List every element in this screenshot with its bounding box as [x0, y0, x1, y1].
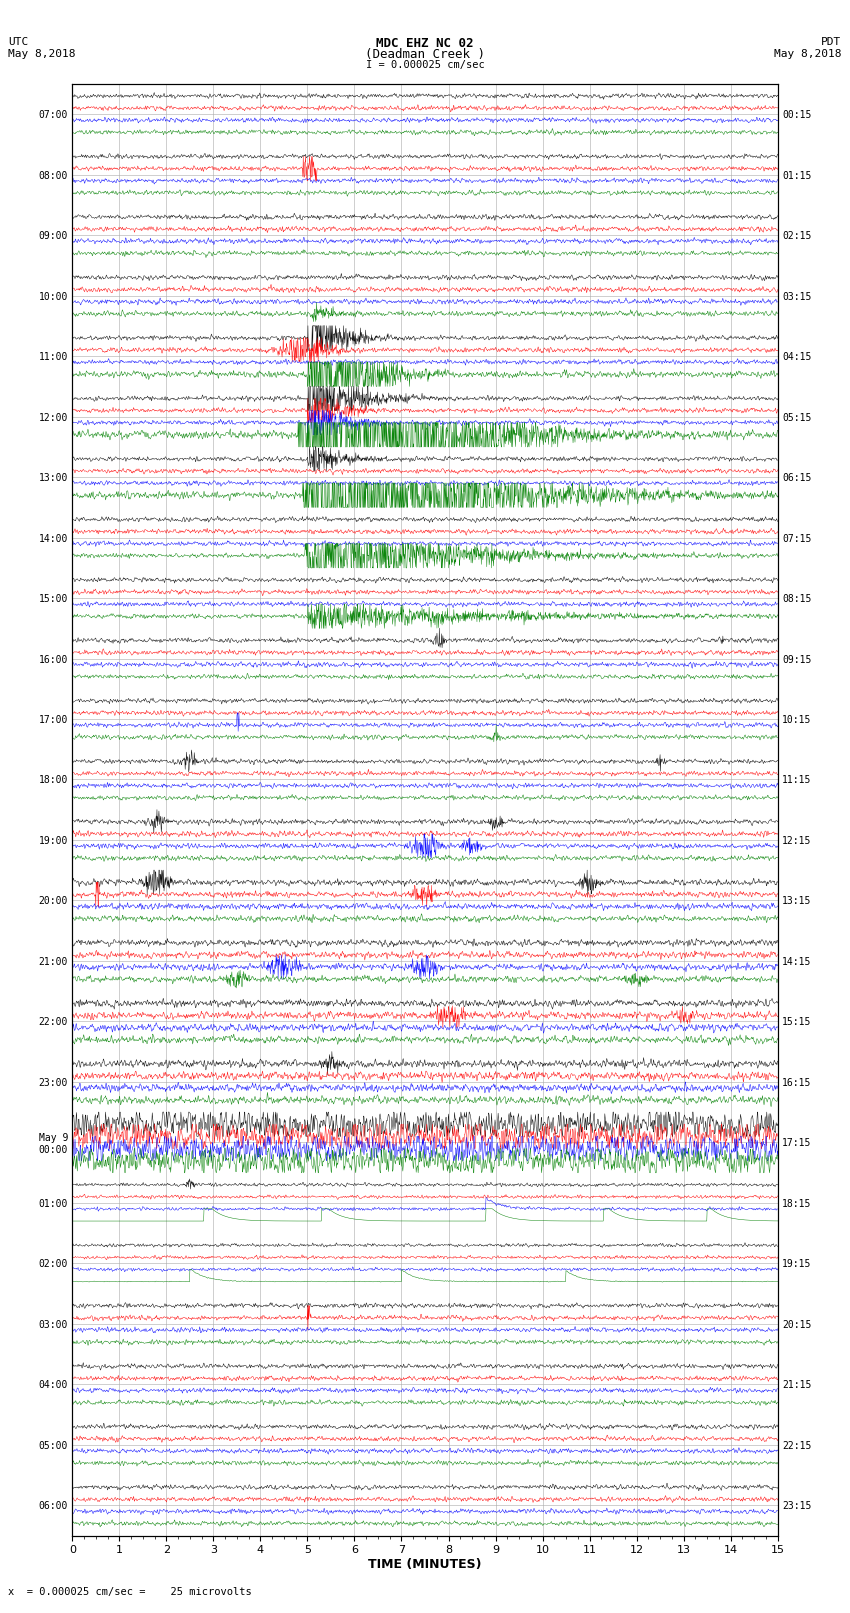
Text: x  = 0.000025 cm/sec =    25 microvolts: x = 0.000025 cm/sec = 25 microvolts: [8, 1587, 252, 1597]
Text: MDC EHZ NC 02: MDC EHZ NC 02: [377, 37, 473, 50]
X-axis label: TIME (MINUTES): TIME (MINUTES): [368, 1558, 482, 1571]
Text: (Deadman Creek ): (Deadman Creek ): [365, 48, 485, 61]
Text: UTC
May 8,2018: UTC May 8,2018: [8, 37, 76, 58]
Text: PDT
May 8,2018: PDT May 8,2018: [774, 37, 842, 58]
Text: I = 0.000025 cm/sec: I = 0.000025 cm/sec: [366, 60, 484, 69]
